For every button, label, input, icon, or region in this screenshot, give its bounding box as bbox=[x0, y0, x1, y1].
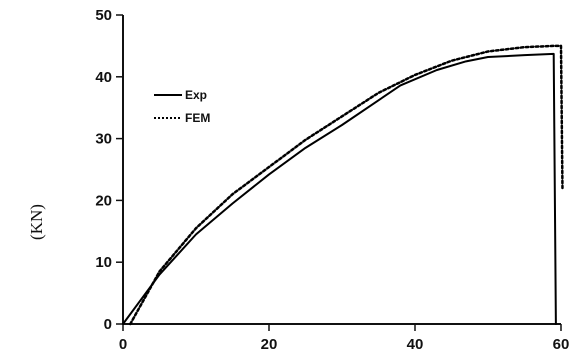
y-tick-label: 40 bbox=[95, 69, 112, 86]
y-tick-label: 0 bbox=[104, 316, 112, 333]
series-layer bbox=[122, 44, 564, 326]
ticks-layer: 0 10 20 30 40 50 0 20 40 60 bbox=[95, 7, 569, 353]
x-tick-label: 60 bbox=[553, 336, 570, 353]
y-tick-label: 30 bbox=[95, 131, 112, 148]
x-tick-label: 0 bbox=[119, 336, 127, 353]
legend: Exp FEM bbox=[154, 88, 210, 125]
x-tick-label: 40 bbox=[407, 336, 424, 353]
y-tick-label: 10 bbox=[95, 254, 112, 271]
y-axis-label: (KN) bbox=[27, 204, 46, 240]
legend-fem-label: FEM bbox=[185, 111, 210, 125]
y-tick-label: 50 bbox=[95, 7, 112, 24]
series-fem-line bbox=[129, 44, 564, 326]
legend-exp-label: Exp bbox=[185, 88, 207, 102]
y-tick-label: 20 bbox=[95, 192, 112, 209]
axes-layer bbox=[122, 15, 561, 325]
x-tick-label: 20 bbox=[261, 336, 278, 353]
series-exp-line bbox=[122, 52, 557, 325]
